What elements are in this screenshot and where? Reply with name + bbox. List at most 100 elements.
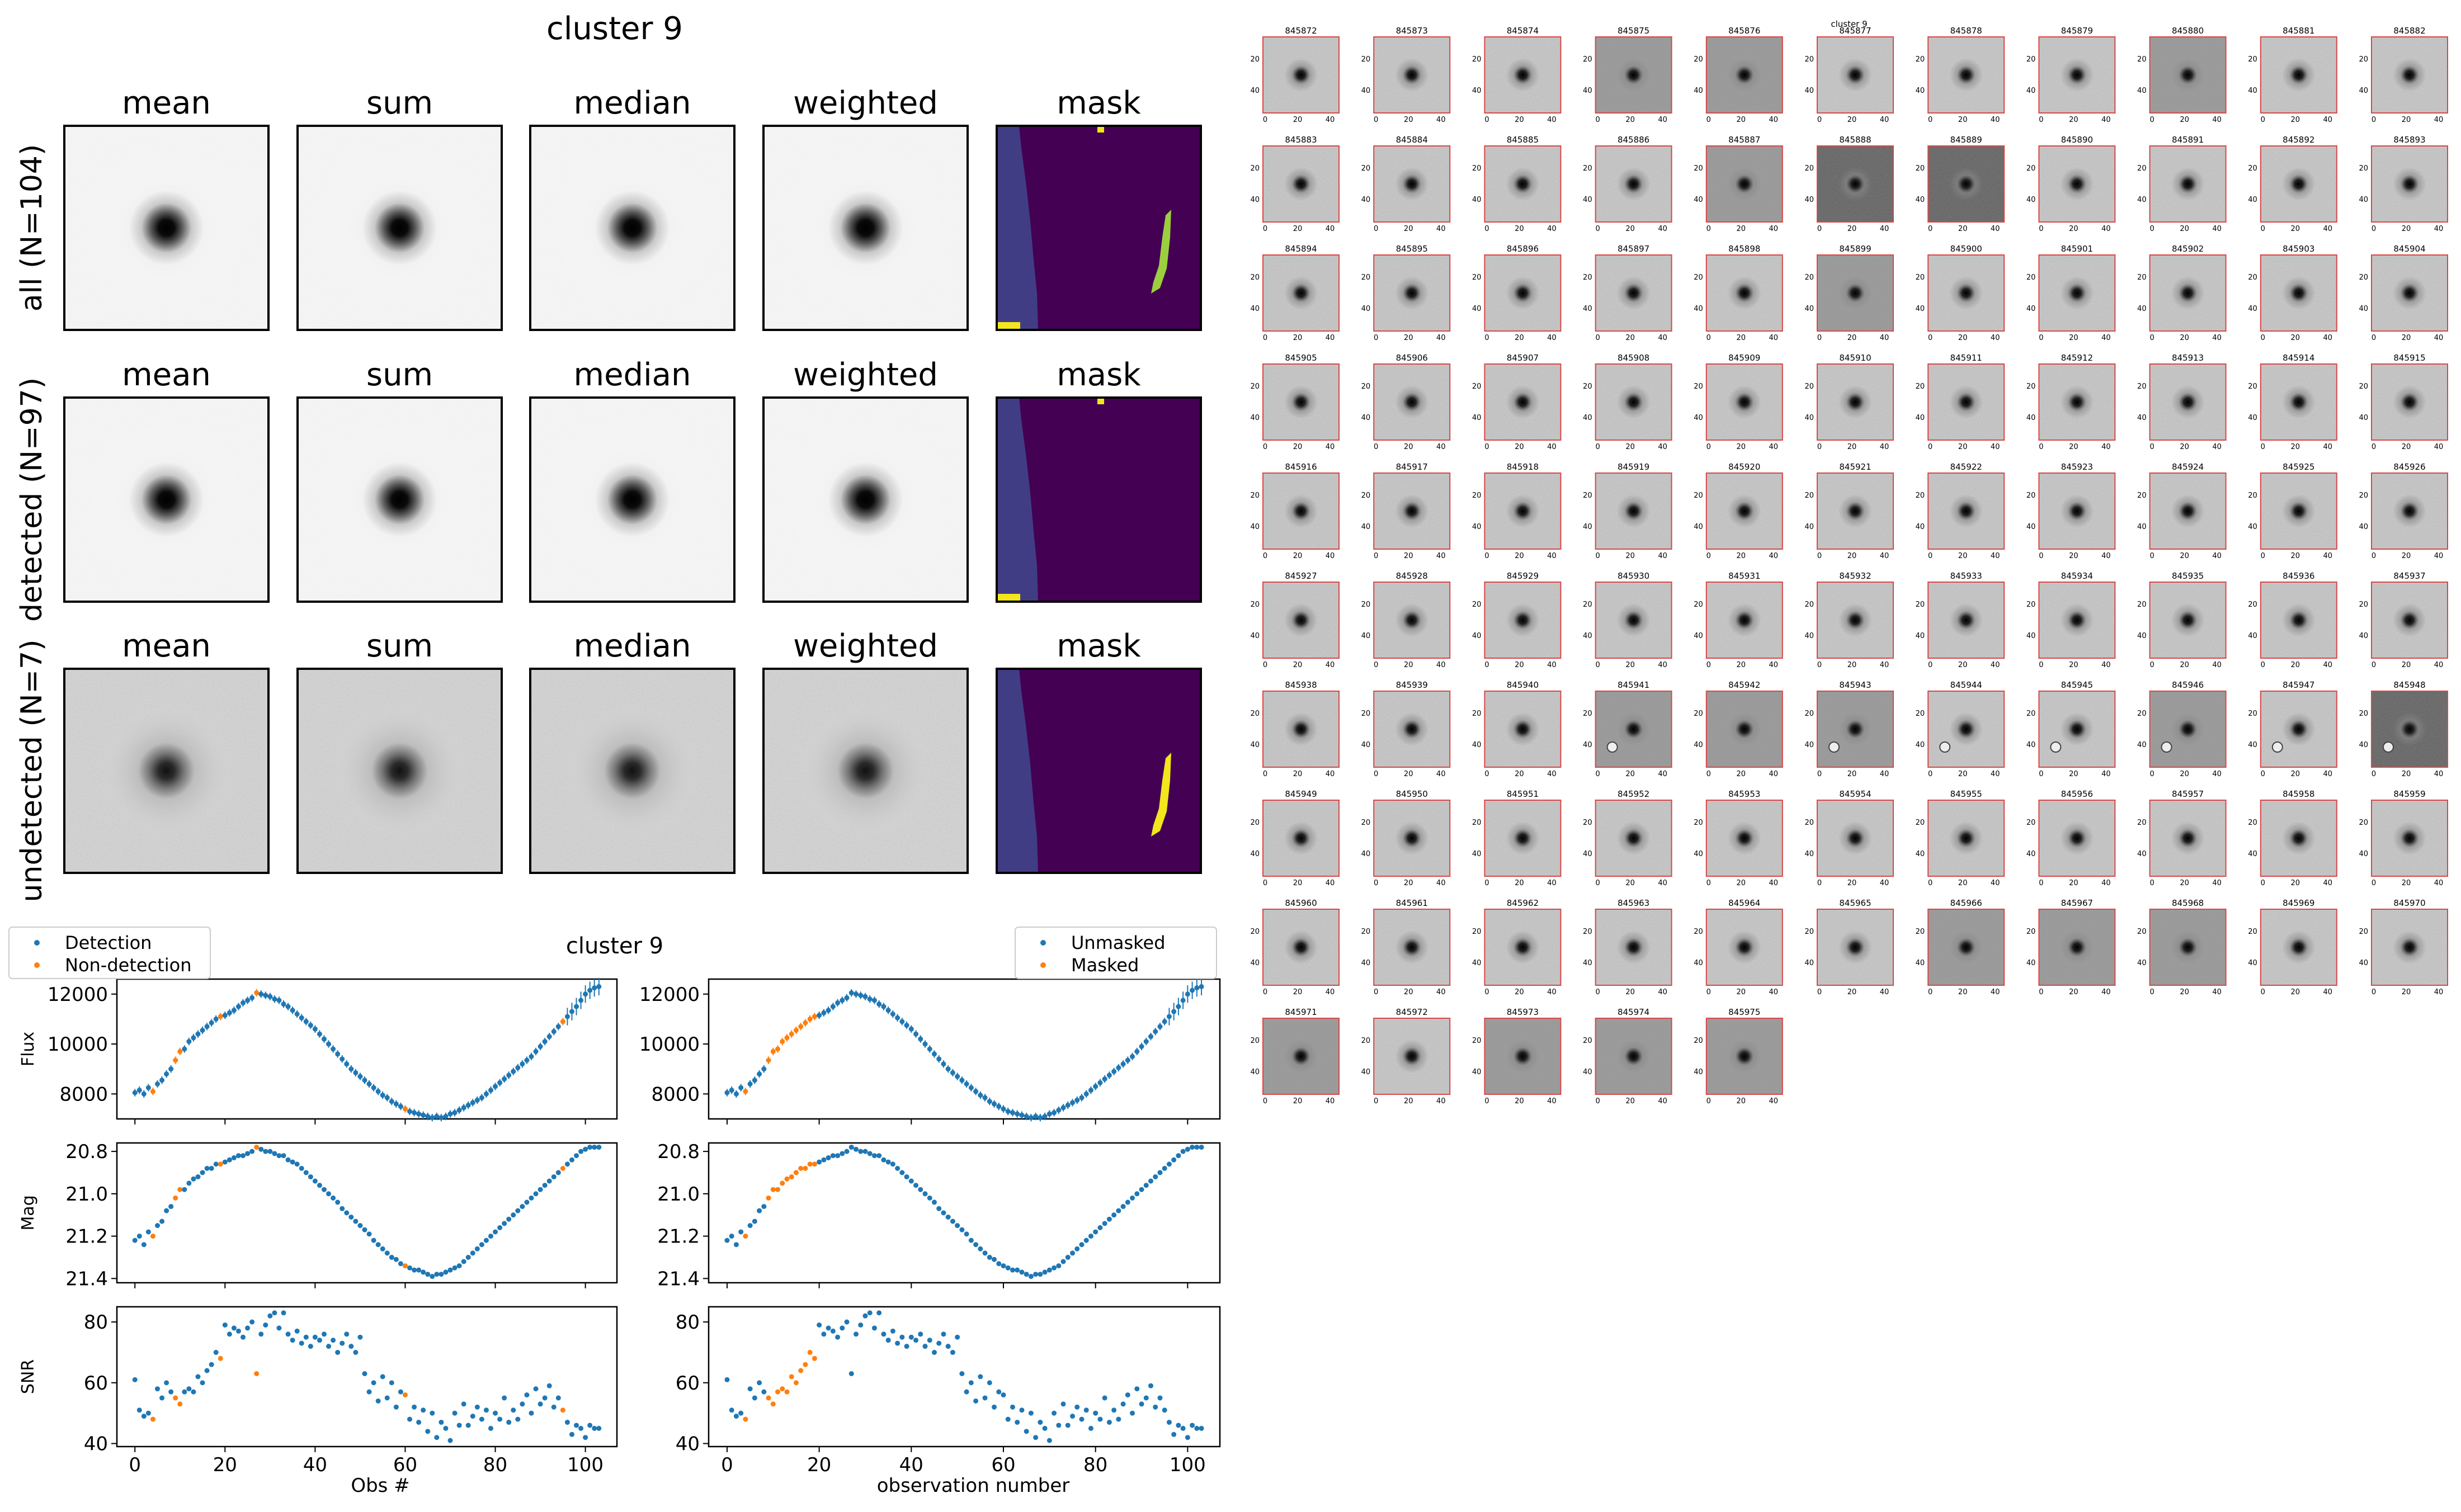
thumb-x-tick: 20 <box>1737 879 1746 887</box>
thumb-y-tick: 40 <box>1583 523 1592 531</box>
thumbnail-cell: 845896 20 40 0 20 40 <box>1472 244 1562 342</box>
thumbnail-label: 845914 <box>2283 353 2314 363</box>
thumbnail-cell: 845913 20 40 0 20 40 <box>2137 353 2227 451</box>
data-point <box>1166 1014 1172 1019</box>
data-point <box>978 1093 983 1098</box>
column-label: median <box>574 85 691 121</box>
thumb-x-tick: 20 <box>1847 225 1857 233</box>
data-point <box>807 1161 813 1167</box>
data-point <box>955 1334 960 1340</box>
thumb-x-tick: 20 <box>2069 988 2078 996</box>
thumb-y-tick: 40 <box>1694 305 1703 313</box>
thumbnail-cell: 845944 20 40 0 20 40 <box>1916 680 2005 778</box>
data-point <box>249 1149 255 1154</box>
data-point <box>412 1267 417 1273</box>
data-point <box>1125 1057 1130 1063</box>
data-point <box>281 1001 286 1007</box>
data-point <box>743 1416 748 1422</box>
data-point <box>968 1085 974 1090</box>
thumb-y-tick: 20 <box>1804 492 1814 500</box>
thumbnail-label: 845872 <box>1285 26 1317 36</box>
thumb-x-tick: 20 <box>1958 443 1968 451</box>
thumbnail-label: 845891 <box>2172 135 2204 145</box>
thumb-y-tick: 20 <box>1804 55 1814 64</box>
data-point <box>1005 1265 1011 1270</box>
y-tick-label: 20.8 <box>65 1141 108 1163</box>
data-point <box>904 1344 909 1349</box>
thumbnail-label: 845966 <box>1950 898 1982 908</box>
thumb-x-tick: 40 <box>2212 988 2222 996</box>
psf-panel <box>296 396 503 603</box>
data-point <box>853 1146 859 1152</box>
thumb-y-tick: 20 <box>1472 273 1482 282</box>
thumb-y-tick: 20 <box>2137 710 2147 718</box>
thumb-y-tick: 20 <box>1361 164 1371 173</box>
thumb-y-tick: 20 <box>2359 273 2368 282</box>
data-point <box>931 1051 937 1057</box>
data-point <box>578 998 584 1003</box>
y-tick-label: 10000 <box>48 1033 108 1056</box>
data-point <box>555 1170 561 1175</box>
thumb-x-tick: 40 <box>1769 661 1779 669</box>
data-point <box>488 1425 493 1431</box>
data-point <box>596 1425 602 1431</box>
data-point <box>281 1153 286 1159</box>
thumb-x-tick: 20 <box>1404 879 1413 887</box>
data-point <box>380 1374 385 1379</box>
thumbnail-label: 845970 <box>2393 898 2425 908</box>
data-point <box>1052 1410 1057 1416</box>
column-label: mask <box>1057 628 1141 664</box>
data-point <box>592 1145 597 1150</box>
thumb-x-tick: 40 <box>2323 661 2333 669</box>
thumb-x-tick: 40 <box>1326 552 1335 560</box>
thumb-y-tick: 20 <box>1694 710 1703 718</box>
data-point <box>168 1389 174 1395</box>
data-point <box>1079 1416 1085 1422</box>
thumbnail-cell: 845952 20 40 0 20 40 <box>1583 789 1672 887</box>
thumb-x-tick: 0 <box>1484 116 1489 124</box>
data-point <box>425 1429 431 1434</box>
thumb-x-tick: 0 <box>1817 879 1822 887</box>
psf-panel <box>63 125 270 331</box>
data-point <box>1134 1048 1140 1054</box>
thumbnail-cell: 845959 20 40 0 20 40 <box>2359 789 2448 887</box>
thumb-y-tick: 20 <box>1916 55 1925 64</box>
thumb-y-tick: 20 <box>2026 55 2036 64</box>
thumbnail-label: 845873 <box>1396 26 1428 36</box>
data-point <box>258 1331 264 1337</box>
thumbnail-label: 845909 <box>1728 353 1760 363</box>
data-point <box>213 1350 219 1355</box>
thumb-y-tick: 40 <box>1472 632 1482 640</box>
thumb-x-tick: 20 <box>1625 988 1635 996</box>
thumb-x-tick: 40 <box>1658 552 1667 560</box>
thumbnail-label: 845940 <box>1507 680 1539 690</box>
thumb-x-tick: 20 <box>1515 552 1524 560</box>
thumbnail-cell: 845956 20 40 0 20 40 <box>2026 789 2116 887</box>
data-point <box>331 1046 336 1052</box>
data-point <box>848 1145 854 1150</box>
data-point <box>416 1420 422 1425</box>
data-point <box>285 1331 291 1337</box>
data-point <box>733 1091 739 1097</box>
data-point <box>752 1218 757 1224</box>
thumb-y-tick: 20 <box>1916 382 1925 391</box>
thumb-x-tick: 0 <box>1595 1097 1600 1105</box>
data-point <box>321 1036 327 1042</box>
data-point <box>493 1410 498 1416</box>
data-point <box>235 1328 241 1334</box>
data-point <box>533 1386 539 1392</box>
data-point <box>263 993 268 998</box>
data-point <box>1148 1034 1153 1040</box>
data-point <box>551 1404 557 1410</box>
thumbnail-label: 845921 <box>1839 462 1871 472</box>
data-point <box>964 1389 969 1395</box>
data-point <box>766 1395 771 1401</box>
data-point <box>267 1149 273 1154</box>
data-point <box>164 1208 169 1213</box>
data-point <box>817 1013 822 1018</box>
data-point <box>927 1046 932 1052</box>
thumb-x-tick: 40 <box>2101 552 2111 560</box>
thumb-x-tick: 20 <box>2180 661 2189 669</box>
thumbnail-cell: 845909 20 40 0 20 40 <box>1694 353 1783 451</box>
thumb-x-tick: 40 <box>1991 661 2000 669</box>
